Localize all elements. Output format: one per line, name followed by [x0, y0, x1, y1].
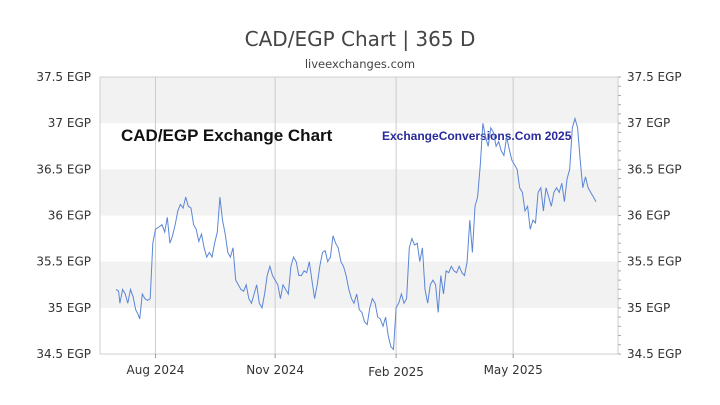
y-tick-label-left: 36 EGP [48, 209, 91, 223]
x-tick-label: Feb 2025 [368, 365, 424, 379]
page-title: CAD/EGP Chart | 365 D [244, 27, 476, 51]
y-tick-label-left: 34.5 EGP [36, 347, 91, 361]
x-axis: Aug 2024 Nov 2024 Feb 2025 May 2025 [127, 354, 543, 379]
y-tick-label-right: 37 EGP [627, 116, 670, 130]
page-subtitle: liveexchanges.com [304, 57, 416, 71]
y-tick-label-right: 35.5 EGP [627, 255, 682, 269]
y-tick-label-right: 34.5 EGP [627, 347, 682, 361]
y-tick-label-left: 35.5 EGP [36, 255, 91, 269]
band-36 [100, 169, 618, 216]
y-tick-label-left: 37.5 EGP [36, 70, 91, 84]
credit-watermark: ExchangeConversions.Com 2025 [382, 129, 572, 143]
x-tick-label: May 2025 [484, 363, 543, 377]
x-tick-label: Aug 2024 [127, 363, 185, 377]
band-35 [100, 261, 618, 308]
y-tick-label-right: 36.5 EGP [627, 162, 682, 176]
chart-vertical-gridlines [154, 77, 514, 354]
y-tick-label-left: 37 EGP [48, 116, 91, 130]
y-tick-label-right: 37.5 EGP [627, 70, 682, 84]
band-37 [100, 77, 618, 124]
chart-label-watermark: CAD/EGP Exchange Chart [121, 126, 333, 145]
y-tick-label-left: 35 EGP [48, 301, 91, 315]
y-tick-label-left: 36.5 EGP [36, 162, 91, 176]
y-axis-left: 37.5 EGP 37 EGP 36.5 EGP 36 EGP 35.5 EGP 35 E… [36, 70, 91, 361]
y-tick-label-right: 35 EGP [627, 301, 670, 315]
x-tick-label: Nov 2024 [246, 363, 304, 377]
series-line-cad-egp [115, 116, 597, 351]
y-tick-label-right: 36 EGP [627, 209, 670, 223]
y-axis-right: 37.5 EGP 37 EGP 36.5 EGP 36 EGP 35.5 EGP 35 E… [618, 70, 682, 361]
chart-bands [100, 77, 618, 308]
